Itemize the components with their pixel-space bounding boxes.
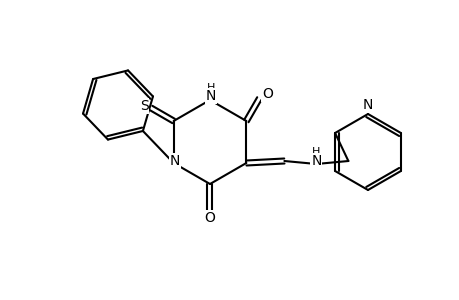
Text: N: N: [362, 98, 372, 112]
Text: S: S: [140, 99, 148, 113]
Text: H: H: [312, 147, 320, 157]
Text: O: O: [261, 88, 272, 101]
Text: N: N: [169, 154, 179, 168]
Text: N: N: [310, 154, 321, 168]
Text: O: O: [204, 211, 215, 225]
Text: N: N: [205, 89, 216, 103]
Text: H: H: [207, 83, 215, 93]
